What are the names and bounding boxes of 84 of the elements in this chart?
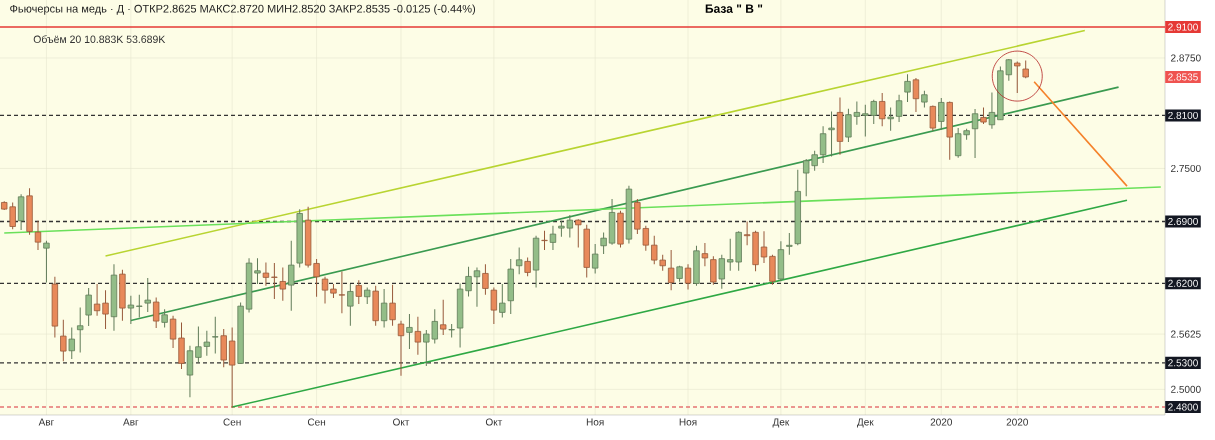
candlestick <box>355 279 362 305</box>
candlestick <box>127 295 135 325</box>
candlestick <box>380 288 388 328</box>
candlestick <box>212 316 219 354</box>
candlestick <box>524 256 531 277</box>
x-tick-label: Окт <box>393 418 410 426</box>
y-tick-label: 2.7500 <box>1171 164 1201 172</box>
x-tick-label: Сен <box>223 418 241 426</box>
candlestick <box>516 246 523 275</box>
candlestick <box>262 261 270 287</box>
candlestick <box>271 262 278 300</box>
x-tick-label: Окт <box>485 418 503 426</box>
candlestick <box>338 270 346 314</box>
x-tick-label: Ноя <box>679 418 697 426</box>
candlestick <box>153 296 160 329</box>
x-tick-label: 2020 <box>1006 418 1028 426</box>
candlestick <box>321 276 329 304</box>
candlestick <box>895 94 903 123</box>
x-tick-label: Ноя <box>586 418 604 426</box>
candlestick <box>499 283 506 318</box>
candlestick <box>85 287 92 327</box>
candlestick <box>136 294 143 318</box>
candlestick <box>879 92 886 127</box>
candlestick <box>912 77 920 113</box>
chart-subtitle: База " В " <box>705 4 763 13</box>
ref-line-label: 2.5300 <box>1168 359 1198 367</box>
candlestick <box>549 225 557 251</box>
candlestick <box>904 73 911 103</box>
candlestick <box>482 263 489 296</box>
candlestick <box>1014 60 1021 94</box>
candlestick <box>541 230 548 251</box>
annotation: Объём 20 10.883K 53.689K <box>33 35 166 44</box>
candlestick <box>490 286 498 325</box>
y-tick-label: 2.8750 <box>1171 54 1201 62</box>
candlestick <box>938 97 945 131</box>
candlestick <box>279 266 286 302</box>
y-tick-label: 2.5000 <box>1171 385 1201 393</box>
candlestick <box>77 306 84 353</box>
candlestick <box>347 283 354 327</box>
ref-line-label: 2.4800 <box>1168 403 1198 411</box>
ref-line-label: 2.6200 <box>1168 279 1198 287</box>
ref-line-label: 2.8100 <box>1168 111 1198 119</box>
candlestick <box>600 231 607 255</box>
y-tick-label: 2.5625 <box>1171 330 1201 338</box>
candlestick <box>397 320 405 377</box>
candlestick <box>161 308 168 328</box>
candlestick <box>288 240 295 312</box>
candlestick <box>440 299 447 336</box>
candlestick <box>786 232 793 256</box>
candlestick <box>988 91 996 130</box>
ref-line-label: 2.9100 <box>1168 23 1198 31</box>
candlestick <box>68 326 75 360</box>
candlestick <box>684 263 692 290</box>
candlestick <box>575 218 582 248</box>
candlestick <box>971 108 979 159</box>
candlestick <box>701 242 709 267</box>
chart-title: Фьючерсы на медь · Д · ОТКР2.8625 МАКС2.8720 МИН2.8520 ЗАКР2.8535 -0.0125 (-0.44%) <box>10 4 476 15</box>
candlestick <box>406 313 413 350</box>
x-tick-label: Дек <box>772 418 790 428</box>
candlestick <box>887 106 894 132</box>
candlestick <box>60 319 67 362</box>
candlestick <box>667 249 675 291</box>
candlestick <box>760 230 768 264</box>
candlestick <box>414 316 422 356</box>
candlestick <box>17 193 25 231</box>
candlestick <box>43 240 50 283</box>
x-tick-label: Сен <box>307 418 326 426</box>
candlestick <box>591 243 599 274</box>
ref-line-label: 2.6900 <box>1168 217 1198 225</box>
candlestick <box>819 125 827 164</box>
candlestick <box>34 220 42 251</box>
annotation: 2.8535 <box>1168 73 1198 81</box>
candlestick <box>710 255 717 286</box>
x-tick-label: Авг <box>38 418 54 426</box>
x-tick-label: 2020 <box>930 418 953 426</box>
candlestick <box>718 254 725 290</box>
candlestick <box>929 104 937 132</box>
candlestick <box>473 266 481 308</box>
candlestick <box>144 277 151 313</box>
x-tick-label: Авг <box>123 418 139 426</box>
x-tick-label: Дек <box>857 418 874 428</box>
candlestick <box>828 110 835 157</box>
candlestick <box>254 257 261 285</box>
candlestick <box>389 284 396 327</box>
